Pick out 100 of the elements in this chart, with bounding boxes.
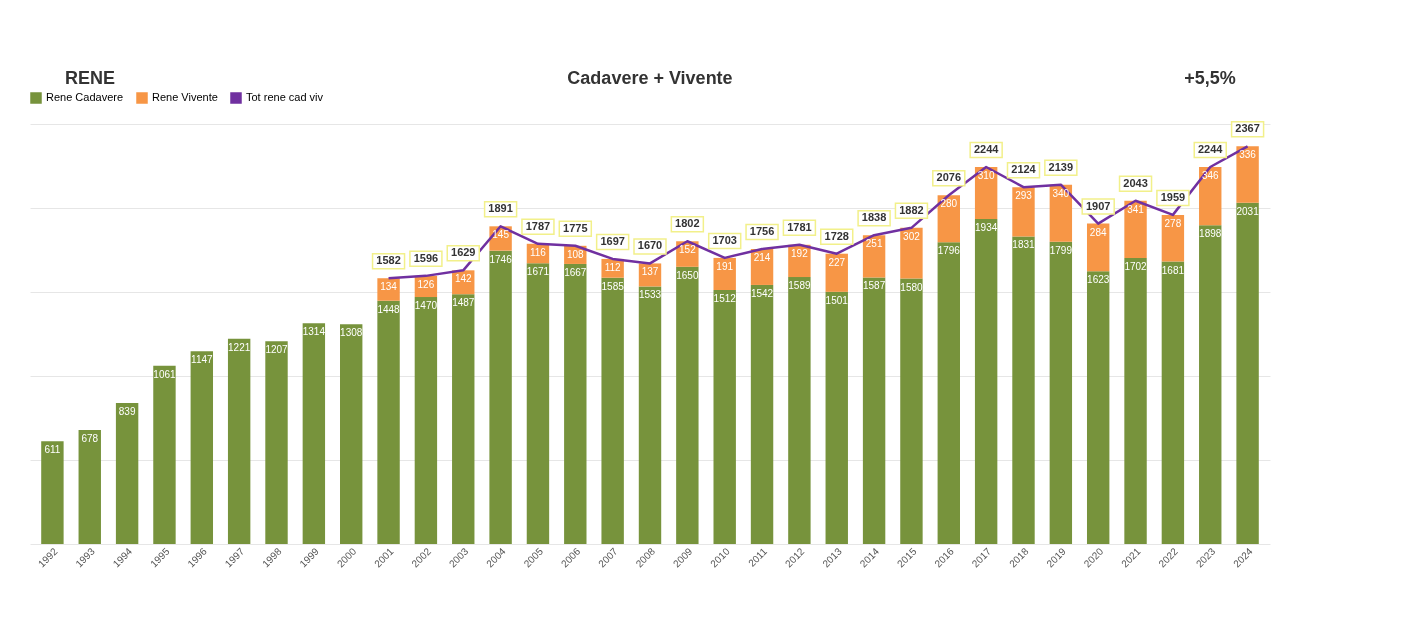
data-label: 611: [44, 444, 61, 456]
data-label: 839: [118, 406, 136, 418]
data-label: 1838: [861, 211, 887, 224]
data-label: 1650: [676, 269, 699, 281]
data-label: 2031: [1236, 205, 1260, 217]
data-label: 2139: [1048, 160, 1074, 173]
data-label: 2244: [1198, 143, 1224, 156]
bar: [302, 323, 326, 544]
data-label: 2043: [1123, 176, 1148, 189]
data-label: 1533: [638, 289, 662, 301]
bar: [377, 300, 400, 544]
text: RENE: [64, 68, 116, 88]
bar: [713, 289, 736, 544]
data-label: 192: [791, 247, 809, 259]
data-label: 1746: [489, 253, 513, 265]
bar: [153, 365, 176, 544]
data-label: 2124: [1011, 163, 1037, 176]
bar: [937, 242, 960, 544]
bar: [974, 219, 998, 544]
bar: [825, 291, 848, 544]
data-label: 1831: [1012, 239, 1036, 251]
data-label: 116: [529, 246, 547, 258]
data-label: 1787: [525, 219, 551, 232]
bar: [862, 277, 886, 544]
bar: [601, 277, 624, 544]
data-label: 293: [1015, 190, 1033, 202]
data-label: 1959: [1160, 190, 1186, 203]
data-label: 1667: [564, 266, 587, 278]
bar: [227, 338, 251, 544]
bar: [1012, 236, 1035, 544]
data-label: 1681: [1161, 264, 1185, 276]
data-label: 1891: [488, 202, 513, 215]
data-label: 251: [865, 238, 883, 250]
bar: [1161, 261, 1185, 544]
data-label: 302: [903, 230, 921, 242]
data-label: 1728: [824, 229, 849, 242]
data-label: 1703: [712, 233, 737, 246]
data-label: 1308: [340, 327, 363, 339]
text: +5,5%: [1184, 68, 1236, 88]
data-label: 280: [940, 198, 958, 210]
bar: [489, 250, 512, 544]
bar: [41, 441, 64, 544]
data-label: 284: [1089, 226, 1107, 238]
data-label: 1448: [377, 303, 401, 315]
data-label: 278: [1164, 217, 1182, 229]
data-label: 227: [828, 256, 846, 268]
bar: [1236, 146, 1259, 203]
data-label: 145: [492, 229, 510, 241]
data-label: 1898: [1199, 228, 1222, 240]
data-label: 1702: [1124, 261, 1148, 273]
data-label: 1589: [788, 280, 811, 292]
data-label: 1796: [937, 245, 961, 257]
bar: [78, 430, 101, 544]
data-label: 1147: [191, 354, 213, 366]
data-label: 2367: [1235, 122, 1260, 135]
bar: [638, 286, 662, 544]
data-label: 1623: [1087, 274, 1110, 286]
data-label: 1799: [1049, 244, 1073, 256]
data-label: 1587: [862, 280, 886, 292]
data-label: 336: [1239, 149, 1257, 161]
data-label: 1781: [787, 220, 812, 233]
data-label: 214: [753, 251, 771, 263]
bar: [900, 278, 923, 544]
legend-label: Rene Cadavere: [46, 91, 124, 103]
data-label: 1470: [414, 300, 438, 312]
bar: [190, 351, 214, 544]
bar: [1161, 214, 1185, 262]
legend-label: Tot rene cad viv: [246, 91, 324, 103]
data-label: 341: [1127, 203, 1145, 215]
legend-label: Rene Vivente: [152, 91, 218, 103]
bar: [713, 257, 736, 290]
bar: [452, 294, 475, 544]
data-label: 1512: [713, 292, 737, 304]
data-label: 1756: [749, 224, 775, 237]
bar: [526, 263, 550, 544]
data-label: 126: [417, 278, 435, 290]
bar: [1124, 258, 1147, 544]
bar: [900, 227, 923, 279]
bar: [1124, 200, 1147, 259]
data-label: 134: [380, 281, 398, 293]
bar: [788, 277, 811, 544]
data-label: 1802: [675, 217, 700, 230]
data-label: 2244: [973, 143, 1000, 156]
data-label: 1314: [302, 326, 326, 338]
bar: [1199, 225, 1222, 544]
bar: [1049, 241, 1073, 544]
data-label: 1775: [563, 221, 588, 234]
data-label: 340: [1052, 187, 1070, 199]
bar: [265, 341, 288, 544]
data-label: 1596: [413, 251, 439, 264]
bar: [750, 284, 774, 544]
data-label: 1221: [228, 341, 251, 353]
data-label: 191: [716, 260, 734, 272]
data-label: 1882: [899, 203, 924, 216]
data-label: 1580: [900, 281, 924, 293]
data-label: 142: [454, 273, 473, 285]
data-label: 137: [641, 266, 659, 278]
bar: [1236, 202, 1259, 544]
data-label: 2076: [936, 171, 962, 184]
data-label: 1629: [451, 246, 476, 259]
